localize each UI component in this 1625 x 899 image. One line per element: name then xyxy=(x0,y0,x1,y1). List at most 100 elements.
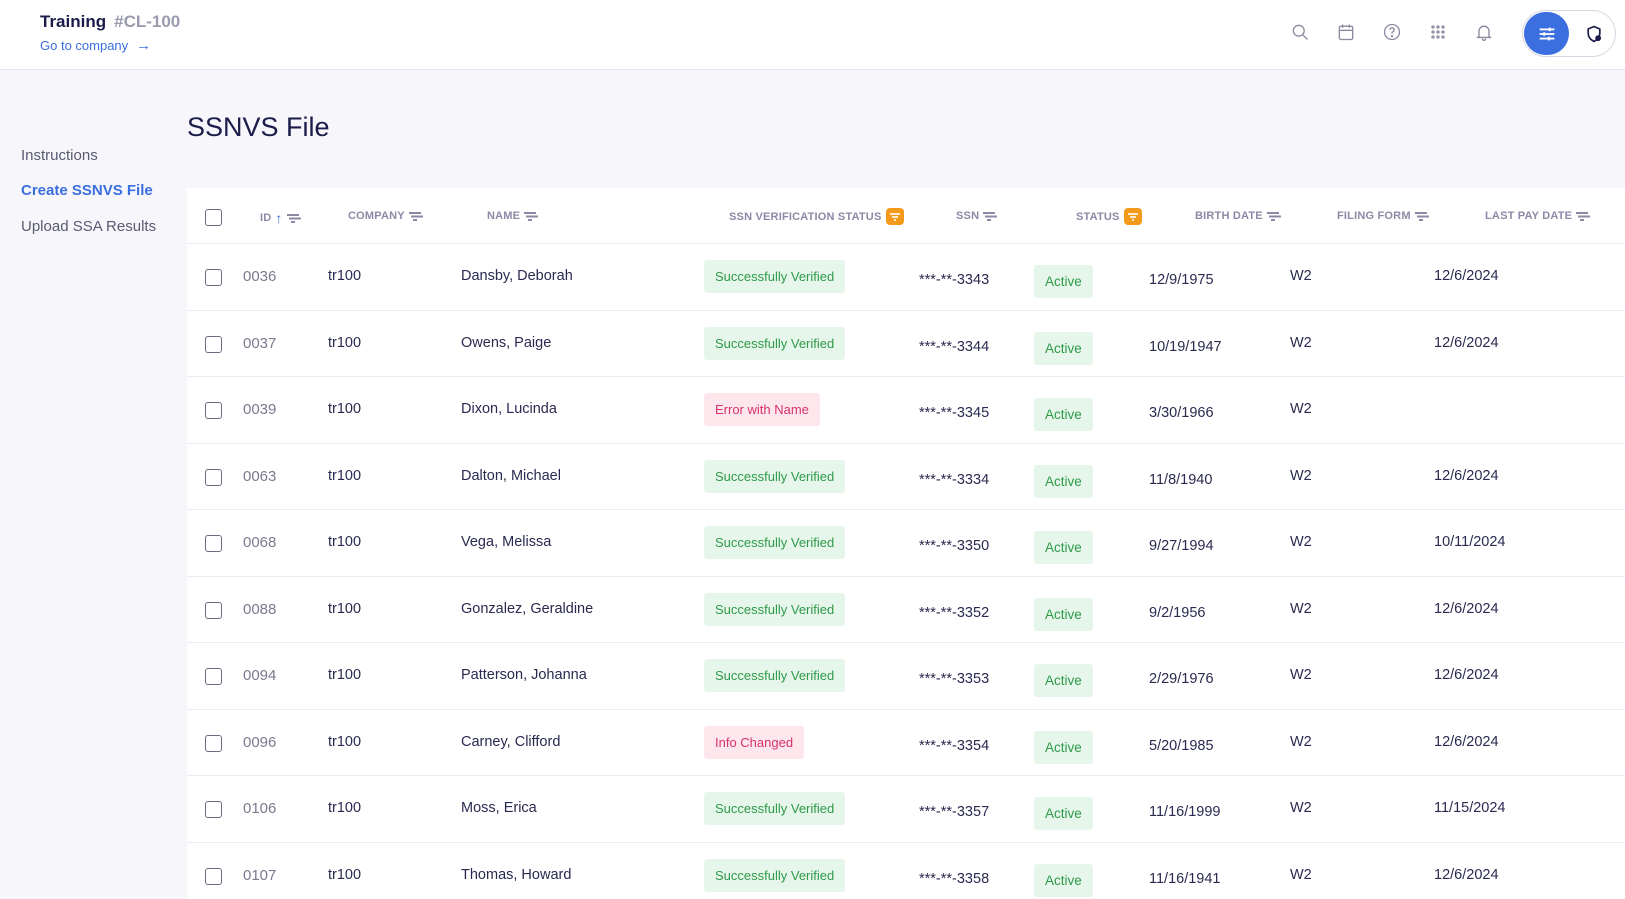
column-label: SSN VERIFICATION STATUS xyxy=(729,210,882,223)
cell-last-pay-date: 12/6/2024 xyxy=(1434,733,1499,750)
cell-id: 0096 xyxy=(243,733,277,751)
sort-ascending-icon[interactable]: ↑ xyxy=(275,210,283,226)
filter-icon[interactable] xyxy=(524,211,537,221)
column-label: ID xyxy=(260,212,272,224)
table-header: ID ↑ COMPANY NAME SSN VERIFICATION STATU… xyxy=(187,188,1625,244)
cell-filing-form: W2 xyxy=(1290,467,1312,484)
cell-ssn: ***-**-3354 xyxy=(919,737,990,754)
search-icon[interactable] xyxy=(1288,20,1312,44)
cell-filing-form: W2 xyxy=(1290,733,1312,750)
row-checkbox[interactable] xyxy=(205,335,222,353)
filter-icon[interactable] xyxy=(983,211,996,221)
table-row[interactable]: 0037 tr100 Owens, Paige Successfully Verifi… xyxy=(187,311,1625,377)
verification-status-badge: Successfully Verified xyxy=(704,592,846,626)
calendar-icon[interactable] xyxy=(1334,20,1358,44)
status-badge: Active xyxy=(1034,797,1093,831)
cell-ssn: ***-**-3334 xyxy=(919,471,990,488)
cell-last-pay-date: 12/6/2024 xyxy=(1434,600,1499,617)
table-row[interactable]: 0107 tr100 Thomas, Howard Successfully Veri… xyxy=(187,843,1625,899)
verification-status-badge: Successfully Verified xyxy=(704,526,846,560)
help-icon[interactable] xyxy=(1380,20,1404,44)
sliders-icon[interactable] xyxy=(1524,12,1569,55)
verification-status-badge: Successfully Verified xyxy=(704,792,846,826)
filter-icon[interactable] xyxy=(286,213,299,223)
status-badge: Active xyxy=(1034,331,1093,365)
filter-active-icon[interactable] xyxy=(1123,208,1142,225)
table-row[interactable]: 0036 tr100 Dansby, Deborah Successfully Ver… xyxy=(187,244,1625,311)
cell-name: Vega, Melissa xyxy=(461,534,552,551)
filter-icon[interactable] xyxy=(1266,211,1279,221)
cell-last-pay-date: 12/6/2024 xyxy=(1434,334,1499,351)
column-header-ssn[interactable]: SSN xyxy=(956,210,996,222)
verification-status-badge: Info Changed xyxy=(704,725,805,759)
cell-name: Moss, Erica xyxy=(461,800,537,817)
row-checkbox[interactable] xyxy=(205,801,222,819)
table-row[interactable]: 0096 tr100 Carney, Clifford Info Changed ***… xyxy=(187,710,1625,776)
cell-id: 0107 xyxy=(243,866,277,884)
cell-company: tr100 xyxy=(328,268,362,285)
row-checkbox[interactable] xyxy=(205,867,222,885)
column-header-birth-date[interactable]: BIRTH DATE xyxy=(1195,210,1279,222)
filter-active-icon[interactable] xyxy=(885,208,904,225)
table-row[interactable]: 0039 tr100 Dixon, Lucinda Error with Name **… xyxy=(187,377,1625,444)
cell-company: tr100 xyxy=(328,534,362,551)
table-row[interactable]: 0106 tr100 Moss, Erica Successfully Verifie… xyxy=(187,776,1625,843)
filter-icon[interactable] xyxy=(408,211,421,221)
bell-icon[interactable] xyxy=(1472,20,1496,44)
cell-birth-date: 9/27/1994 xyxy=(1149,538,1214,555)
cell-last-pay-date: 12/6/2024 xyxy=(1434,866,1499,883)
sidebar-item-upload-ssa-results[interactable]: Upload SSA Results xyxy=(21,218,157,235)
cell-company: tr100 xyxy=(328,866,362,883)
cell-birth-date: 11/16/1999 xyxy=(1149,804,1221,821)
table-row[interactable]: 0094 tr100 Patterson, Johanna Successfully … xyxy=(187,643,1625,710)
cell-company: tr100 xyxy=(328,800,362,817)
cell-name: Patterson, Johanna xyxy=(461,667,587,684)
verification-status-badge: Successfully Verified xyxy=(704,326,846,360)
row-checkbox[interactable] xyxy=(205,734,222,752)
column-header-id[interactable]: ID ↑ xyxy=(260,210,299,226)
sidebar-item-create-ssnvs-file[interactable]: Create SSNVS File xyxy=(21,182,153,199)
column-header-name[interactable]: NAME xyxy=(487,210,537,222)
table-row[interactable]: 0088 tr100 Gonzalez, Geraldine Successfully… xyxy=(187,577,1625,643)
cell-filing-form: W2 xyxy=(1290,866,1312,883)
row-checkbox[interactable] xyxy=(205,535,222,553)
verification-status-badge: Successfully Verified xyxy=(704,260,846,294)
cell-name: Carney, Clifford xyxy=(461,733,561,750)
column-label: SSN xyxy=(956,210,980,222)
column-header-filing-form[interactable]: FILING FORM xyxy=(1337,210,1427,222)
go-to-company-link[interactable]: Go to company → xyxy=(40,37,151,54)
cell-birth-date: 12/9/1975 xyxy=(1149,272,1214,289)
cell-id: 0039 xyxy=(243,401,277,419)
column-header-status[interactable]: STATUS xyxy=(1076,208,1142,225)
cell-name: Owens, Paige xyxy=(461,334,552,351)
column-label: NAME xyxy=(487,210,521,222)
column-header-ssn-verification-status[interactable]: SSN VERIFICATION STATUS xyxy=(729,208,904,225)
table-row[interactable]: 0063 tr100 Dalton, Michael Successfully Ver… xyxy=(187,444,1625,510)
view-toggle xyxy=(1522,10,1616,57)
row-checkbox[interactable] xyxy=(205,402,222,420)
filter-icon[interactable] xyxy=(1414,211,1427,221)
apps-grid-icon[interactable] xyxy=(1426,20,1450,44)
verification-status-badge: Successfully Verified xyxy=(704,858,846,892)
cell-id: 0088 xyxy=(243,600,277,618)
cell-company: tr100 xyxy=(328,401,362,418)
column-label: BIRTH DATE xyxy=(1195,210,1263,222)
cell-id: 0068 xyxy=(243,534,277,552)
verification-status-badge: Successfully Verified xyxy=(704,659,846,693)
sidebar-item-instructions[interactable]: Instructions xyxy=(21,147,98,164)
column-header-last-pay-date[interactable]: LAST PAY DATE xyxy=(1485,210,1589,222)
filter-icon[interactable] xyxy=(1576,211,1589,221)
row-checkbox[interactable] xyxy=(205,468,222,486)
status-badge: Active xyxy=(1034,664,1093,698)
top-bar: Training #CL-100 Go to company → xyxy=(0,0,1625,70)
table-row[interactable]: 0068 tr100 Vega, Melissa Successfully Verif… xyxy=(187,510,1625,577)
shield-icon[interactable] xyxy=(1573,12,1615,55)
column-header-company[interactable]: COMPANY xyxy=(348,210,421,222)
cell-ssn: ***-**-3350 xyxy=(919,538,990,555)
row-checkbox[interactable] xyxy=(205,269,222,287)
row-checkbox[interactable] xyxy=(205,668,222,686)
status-badge: Active xyxy=(1034,398,1093,432)
select-all-checkbox[interactable] xyxy=(205,209,222,226)
row-checkbox[interactable] xyxy=(205,601,222,619)
cell-last-pay-date: 10/11/2024 xyxy=(1434,534,1506,551)
